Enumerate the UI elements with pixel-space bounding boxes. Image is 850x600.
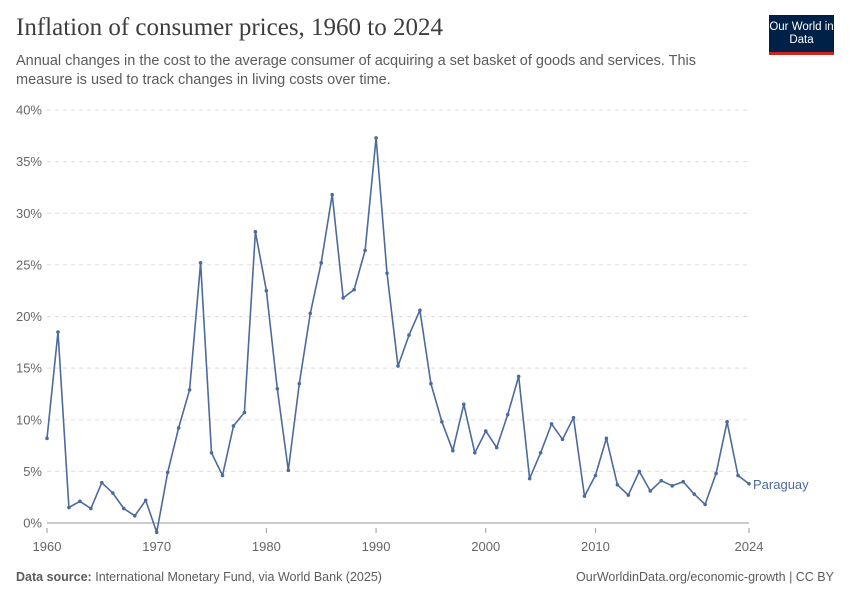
source-text[interactable]: International Monetary Fund, via World B… <box>95 570 382 584</box>
data-point <box>659 478 664 483</box>
data-point <box>308 311 313 316</box>
data-point <box>198 261 203 265</box>
source-label: Data source: <box>16 570 92 584</box>
data-point <box>549 422 554 426</box>
data-point <box>242 410 247 415</box>
y-tick-label: 10% <box>16 412 42 427</box>
credit-link[interactable]: OurWorldinData.org/economic-growth | CC … <box>576 570 834 584</box>
data-point <box>209 450 214 455</box>
data-point <box>725 420 729 424</box>
data-point <box>231 424 236 428</box>
data-point <box>143 498 148 503</box>
data-point <box>297 381 302 386</box>
data-point <box>176 426 181 430</box>
data-point <box>582 494 587 498</box>
data-point <box>89 506 93 511</box>
data-point <box>374 136 378 140</box>
data-point <box>505 412 510 417</box>
x-tick-label: 1970 <box>142 539 171 554</box>
data-point <box>670 484 675 488</box>
data-point <box>187 388 192 392</box>
data-point <box>681 479 685 484</box>
data-point <box>352 287 356 292</box>
data-point <box>264 288 269 293</box>
data-point <box>462 402 466 407</box>
y-tick-label: 25% <box>16 257 42 272</box>
y-tick-label: 0% <box>23 516 42 531</box>
chart-subtitle: Annual changes in the cost to the averag… <box>16 53 697 88</box>
series-label: Paraguay <box>753 477 809 492</box>
data-point <box>330 192 334 197</box>
data-point <box>154 530 159 535</box>
data-point <box>626 493 631 497</box>
data-point <box>132 513 137 518</box>
data-point <box>560 437 565 442</box>
data-point <box>472 450 477 455</box>
data-point <box>319 261 324 265</box>
data-point <box>78 499 82 504</box>
data-point <box>396 364 400 368</box>
data-source: Data source: International Monetary Fund… <box>16 570 382 584</box>
chart-title: Inflation of consumer prices, 1960 to 20… <box>16 14 443 41</box>
y-tick-label: 15% <box>16 361 42 376</box>
data-point <box>714 471 718 476</box>
data-point <box>45 436 49 441</box>
data-point <box>56 330 60 334</box>
data-point <box>615 482 620 487</box>
data-point <box>165 470 170 475</box>
x-tick-label: 2000 <box>471 539 500 554</box>
data-point <box>571 415 576 420</box>
data-point <box>67 505 71 510</box>
data-point <box>111 491 115 495</box>
x-tick-label: 1960 <box>33 539 62 554</box>
data-point <box>440 420 444 424</box>
x-tick-label: 1990 <box>362 539 391 554</box>
y-axis: 0% 5% 10% 15% 20% 25% 30% 35% 40% <box>16 103 42 531</box>
series-line-paraguay <box>46 137 750 534</box>
data-point <box>483 429 488 433</box>
grid <box>47 109 749 524</box>
data-point <box>747 481 751 486</box>
data-point <box>648 489 653 493</box>
y-tick-label: 40% <box>16 103 42 118</box>
data-point <box>494 445 499 450</box>
data-point <box>703 502 707 507</box>
data-point <box>100 480 104 485</box>
data-point <box>253 230 258 234</box>
x-axis: 1960 1970 1980 1990 2000 2010 2024 <box>33 528 764 554</box>
x-tick-label: 1980 <box>252 539 281 554</box>
x-tick-label: 2010 <box>581 539 610 554</box>
y-tick-label: 20% <box>16 309 42 324</box>
line-chart: 0%5%10%15%20%25%30%35%40% 1960 1970 1980 19… <box>16 103 809 555</box>
data-point <box>418 308 422 313</box>
data-point <box>593 473 598 478</box>
data-point <box>363 248 367 253</box>
data-point <box>121 506 126 511</box>
logo-text: Our World in Data <box>769 20 834 46</box>
y-tick-label: 5% <box>23 464 42 479</box>
owid-logo[interactable]: Our World in Data <box>769 15 834 55</box>
data-point <box>692 492 696 496</box>
data-point <box>341 296 345 300</box>
series: Paraguay <box>45 136 809 535</box>
data-point <box>407 333 411 337</box>
y-tick-label: 30% <box>16 206 42 221</box>
data-point <box>451 448 455 453</box>
data-point <box>286 468 291 473</box>
data-point <box>527 476 532 481</box>
data-point <box>516 374 521 379</box>
data-point <box>275 386 280 391</box>
data-point <box>385 271 389 275</box>
x-tick-label: 2024 <box>735 539 764 554</box>
data-point <box>429 381 433 386</box>
data-point <box>220 473 225 478</box>
y-tick-label: 35% <box>16 154 42 169</box>
data-point <box>538 450 543 455</box>
data-point <box>736 473 740 478</box>
data-point <box>637 469 642 474</box>
data-point <box>604 436 609 441</box>
